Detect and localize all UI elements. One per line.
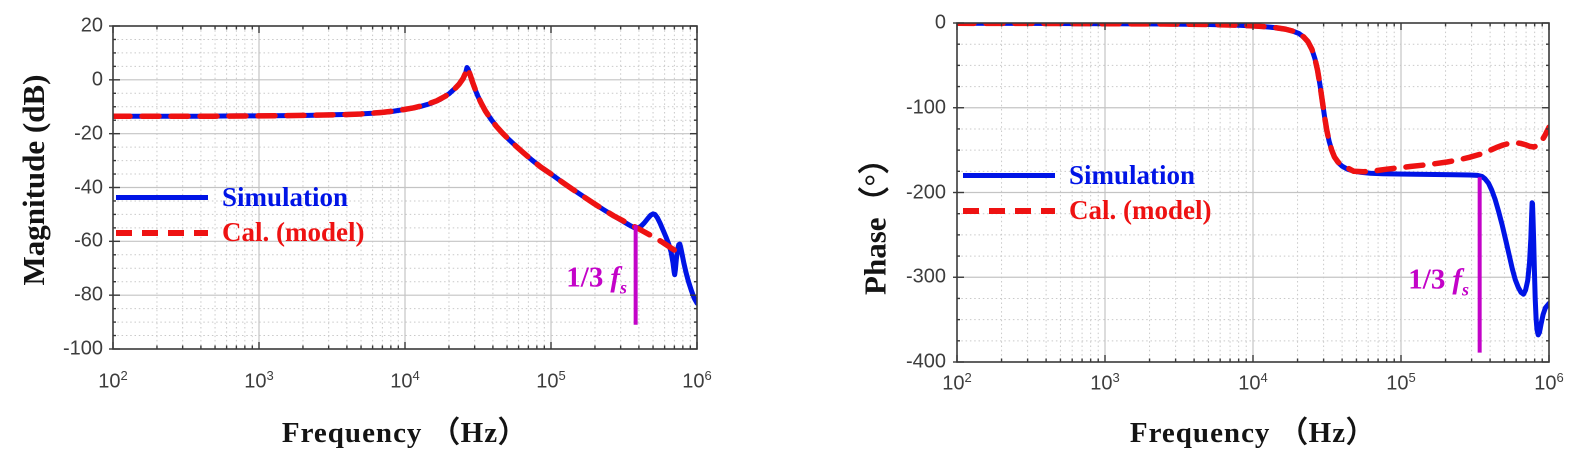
annotation-f-symbol: f xyxy=(610,261,620,294)
simulation-line-swatch xyxy=(116,195,208,200)
y-tick-label: 20 xyxy=(80,14,103,37)
x-tick-label: 106 xyxy=(682,368,712,393)
series-cal-model xyxy=(113,65,688,259)
x-tick-label: 102 xyxy=(98,368,128,393)
x-tick-label: 106 xyxy=(1534,370,1564,395)
x-tick-label: 103 xyxy=(1090,370,1120,395)
y-tick-label: -400 xyxy=(905,350,946,373)
phase-axis-label: Phase（°） xyxy=(857,143,893,295)
legend-item-simulation: Simulation xyxy=(963,158,1211,193)
one-third-fs-annotation-right: 1/3 fs xyxy=(1408,264,1469,301)
legend-item-cal-model: Cal. (model) xyxy=(116,215,364,250)
y-tick-label: 0 xyxy=(91,68,103,91)
legend-label-cal-model: Cal. (model) xyxy=(1069,195,1212,225)
annotation-prefix: 1/3 xyxy=(1408,263,1446,296)
y-tick-label: -300 xyxy=(905,265,946,288)
y-tick-label: -80 xyxy=(74,283,103,306)
legend-label-simulation: Simulation xyxy=(222,182,349,212)
annotation-subscript: s xyxy=(1462,279,1469,300)
one-third-fs-annotation-left: 1/3 fs xyxy=(566,262,627,299)
grid-minor xyxy=(113,26,697,349)
annotation-f-symbol: f xyxy=(1452,263,1462,296)
y-tick-label: -40 xyxy=(74,176,103,198)
cal-model-line-swatch xyxy=(963,207,1055,214)
frequency-axis-label-left: Frequency （Hz） xyxy=(281,417,529,449)
y-tick-label: -100 xyxy=(905,96,946,119)
y-tick-label: -100 xyxy=(62,337,103,360)
annotation-subscript: s xyxy=(620,277,627,298)
y-tick-label: -60 xyxy=(74,229,103,252)
grid-major xyxy=(957,23,1549,362)
x-tick-label: 105 xyxy=(1386,370,1416,395)
legend-label-simulation: Simulation xyxy=(1069,160,1196,190)
axis-ticks xyxy=(109,25,698,350)
grid-minor xyxy=(957,23,1549,362)
x-tick-label: 104 xyxy=(390,368,420,393)
cal-model-line-swatch xyxy=(116,229,208,236)
frequency-axis-label-right: Frequency （Hz） xyxy=(1129,417,1377,449)
x-tick-label: 105 xyxy=(536,368,566,393)
y-tick-label: 0 xyxy=(934,11,946,34)
x-tick-label: 102 xyxy=(942,370,972,395)
legend-right: Simulation Cal. (model) xyxy=(963,158,1211,228)
x-tick-label: 103 xyxy=(244,368,274,393)
legend-label-cal-model: Cal. (model) xyxy=(222,217,365,247)
y-tick-label: -20 xyxy=(74,122,103,145)
axis-ticks xyxy=(953,22,1550,363)
x-tick-label: 104 xyxy=(1238,370,1268,395)
legend-left: Simulation Cal. (model) xyxy=(116,180,364,250)
legend-item-cal-model: Cal. (model) xyxy=(963,193,1211,228)
grid-major xyxy=(113,26,697,349)
annotation-prefix: 1/3 xyxy=(566,261,604,294)
magnitude-axis-label: Magnitude (dB) xyxy=(16,74,51,286)
simulation-line-swatch xyxy=(963,173,1055,178)
y-tick-label: -200 xyxy=(905,181,946,203)
chart-0 xyxy=(109,25,698,350)
chart-1 xyxy=(953,22,1550,363)
series-cal-model xyxy=(957,23,1549,175)
legend-item-simulation: Simulation xyxy=(116,180,364,215)
